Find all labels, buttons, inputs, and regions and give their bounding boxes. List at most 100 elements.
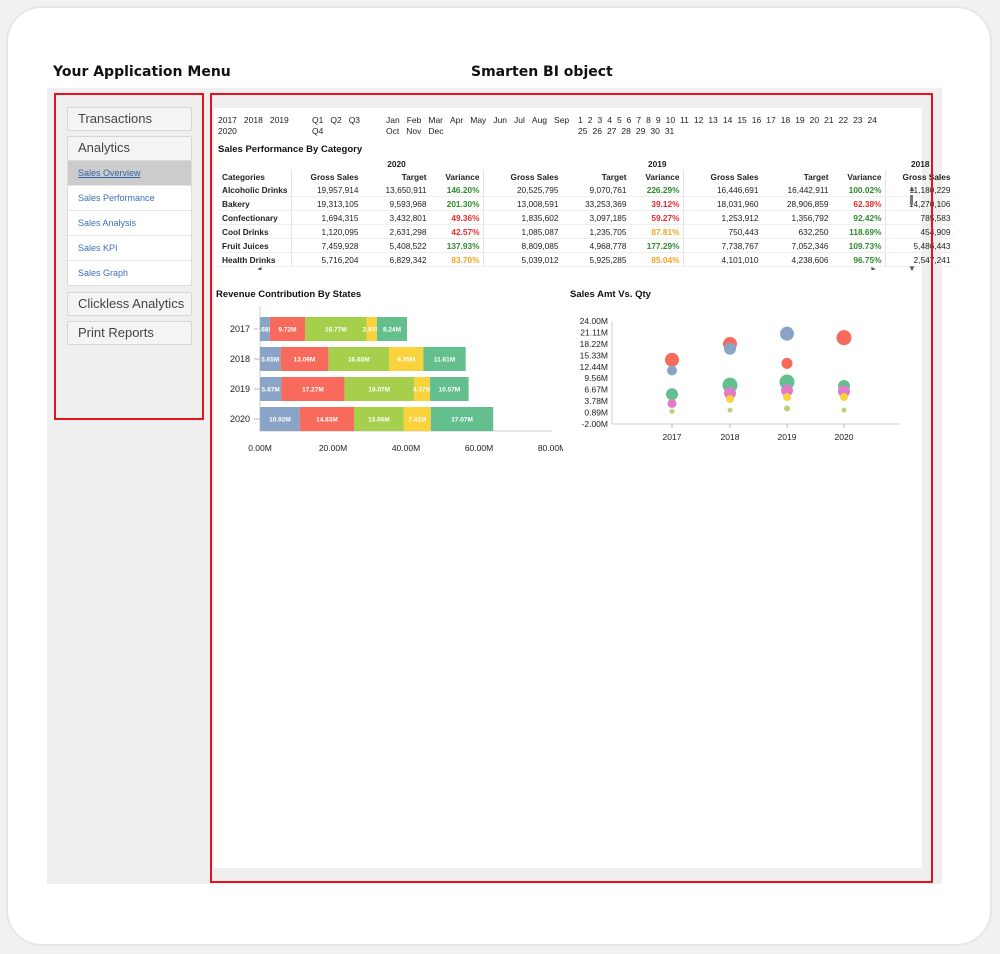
column-header[interactable]: Gross Sales xyxy=(310,171,359,182)
bar-segment[interactable] xyxy=(389,347,424,371)
day-filter[interactable]: 24 xyxy=(867,115,877,125)
month-filter[interactable]: Mar xyxy=(428,115,444,125)
menu-print-reports[interactable]: Print Reports xyxy=(67,321,192,345)
day-filter[interactable]: 13 xyxy=(708,115,718,125)
bar-segment[interactable] xyxy=(430,407,494,431)
bar-segment[interactable] xyxy=(299,407,354,431)
bar-segment[interactable] xyxy=(423,347,466,371)
table-row[interactable]: Bakery 19,313,105 9,593,968 201.30% 13,008,5… xyxy=(218,196,955,211)
table-row[interactable]: Fruit Juices 7,459,928 5,408,522 137.93% 8,8… xyxy=(218,238,955,253)
bar-segment[interactable] xyxy=(260,377,282,401)
bubble-point[interactable] xyxy=(724,342,736,355)
day-filter[interactable]: 17 xyxy=(766,115,776,125)
day-filter[interactable]: 9 xyxy=(655,115,661,125)
year-filter[interactable]: 2018 xyxy=(243,115,263,125)
bar-segment[interactable] xyxy=(430,377,469,401)
bar-segment[interactable] xyxy=(260,347,281,371)
month-filter[interactable]: May xyxy=(470,115,487,125)
scroll-down-icon[interactable]: ▼ xyxy=(908,264,916,273)
column-header[interactable]: Gross Sales xyxy=(710,171,759,182)
bubble-point[interactable] xyxy=(726,395,734,404)
column-header[interactable]: Variance xyxy=(832,170,887,183)
day-filter[interactable]: 7 xyxy=(636,115,642,125)
bar-segment[interactable] xyxy=(280,347,329,371)
bar-segment[interactable] xyxy=(269,317,306,341)
submenu-sales-analysis[interactable]: Sales Analysis xyxy=(68,211,191,236)
day-filter[interactable]: 14 xyxy=(722,115,733,125)
menu-transactions[interactable]: Transactions xyxy=(67,107,192,131)
table-row[interactable]: Health Drinks 5,716,204 6,829,342 83.70% 5,0… xyxy=(218,252,955,267)
day-filter[interactable]: 18 xyxy=(780,115,791,125)
scroll-left-icon[interactable]: ◄ xyxy=(256,266,263,273)
column-header[interactable]: Target xyxy=(401,171,427,182)
day-filter[interactable]: 20 xyxy=(809,115,820,125)
menu-clickless-analytics[interactable]: Clickless Analytics xyxy=(67,292,192,316)
bubble-point[interactable] xyxy=(666,388,678,401)
bubble-point[interactable] xyxy=(784,405,790,412)
bubble-point[interactable] xyxy=(783,393,791,402)
month-filter[interactable]: Oct xyxy=(386,126,400,136)
bubble-point[interactable] xyxy=(780,326,794,341)
column-header[interactable]: Variance xyxy=(430,170,485,183)
day-filter[interactable]: 6 xyxy=(626,115,632,125)
column-header[interactable]: Target xyxy=(803,171,829,182)
bubble-point[interactable] xyxy=(727,407,733,413)
year-filter[interactable]: 2017 xyxy=(218,115,237,125)
scroll-up-icon[interactable]: ▲ xyxy=(908,184,916,193)
bar-segment[interactable] xyxy=(376,317,408,341)
day-filter[interactable]: 10 xyxy=(665,115,676,125)
bubble-point[interactable] xyxy=(781,357,793,369)
day-filter[interactable]: 31 xyxy=(664,126,675,136)
quarter-filter[interactable]: Q3 xyxy=(348,115,361,125)
submenu-sales-kpi[interactable]: Sales KPI xyxy=(68,236,191,261)
submenu-sales-graph[interactable]: Sales Graph xyxy=(78,268,129,278)
quarter-filter[interactable]: Q4 xyxy=(312,126,324,136)
day-filter[interactable]: 11 xyxy=(680,115,689,125)
column-header[interactable]: Target xyxy=(601,171,627,182)
day-filter[interactable]: 16 xyxy=(751,115,762,125)
scroll-right-icon[interactable]: ► xyxy=(870,266,877,273)
day-filter[interactable]: 4 xyxy=(607,115,612,125)
day-filter[interactable]: 2 xyxy=(587,115,593,125)
bubble-point[interactable] xyxy=(667,365,677,376)
bubble-point[interactable] xyxy=(724,387,736,400)
day-filter[interactable]: 30 xyxy=(650,126,660,136)
bar-segment[interactable] xyxy=(281,377,345,401)
day-filter[interactable]: 23 xyxy=(853,115,863,125)
bar-segment[interactable] xyxy=(366,317,377,341)
submenu-sales-performance[interactable]: Sales Performance xyxy=(68,186,191,211)
day-filter[interactable]: 12 xyxy=(693,115,704,125)
bubble-point[interactable] xyxy=(781,384,793,397)
table-row[interactable]: Cool Drinks 1,120,095 2,631,298 42.57% 1,085… xyxy=(218,224,955,239)
month-filter[interactable]: Jan xyxy=(386,115,400,125)
year-filter[interactable]: 2020 xyxy=(218,126,237,136)
quarter-filter[interactable]: Q2 xyxy=(330,115,342,125)
quarter-filter[interactable]: Q1 xyxy=(312,115,324,125)
month-filter[interactable]: Apr xyxy=(450,115,464,125)
bar-segment[interactable] xyxy=(344,377,415,401)
bubble-point[interactable] xyxy=(836,330,852,346)
bubble-point[interactable] xyxy=(667,398,677,408)
column-header[interactable]: Variance xyxy=(630,170,685,183)
month-filter[interactable]: Sep xyxy=(554,115,570,125)
day-filter[interactable]: 26 xyxy=(592,126,602,136)
month-filter[interactable]: Jun xyxy=(493,115,508,125)
day-filter[interactable]: 3 xyxy=(597,115,603,125)
table-row[interactable]: Confectionary 1,694,315 3,432,801 49.36% 1,8… xyxy=(218,210,955,225)
menu-analytics[interactable]: Analytics xyxy=(67,136,192,161)
column-header[interactable]: Categories xyxy=(218,170,293,183)
bubble-point[interactable] xyxy=(665,352,679,367)
bar-segment[interactable] xyxy=(414,377,431,401)
bar-segment[interactable] xyxy=(260,317,270,341)
bar-segment[interactable] xyxy=(328,347,390,371)
bar-segment[interactable] xyxy=(403,407,431,431)
column-header[interactable]: Gross Sales xyxy=(510,171,559,182)
day-filter[interactable]: 19 xyxy=(795,115,805,125)
column-header[interactable]: Gross Sales xyxy=(902,171,951,182)
month-filter[interactable]: Dec xyxy=(428,126,444,136)
vertical-scrollbar-thumb[interactable] xyxy=(910,195,913,205)
bar-segment[interactable] xyxy=(353,407,404,431)
day-filter[interactable]: 29 xyxy=(635,126,646,136)
bar-segment[interactable] xyxy=(305,317,367,341)
bubble-point[interactable] xyxy=(841,407,847,413)
